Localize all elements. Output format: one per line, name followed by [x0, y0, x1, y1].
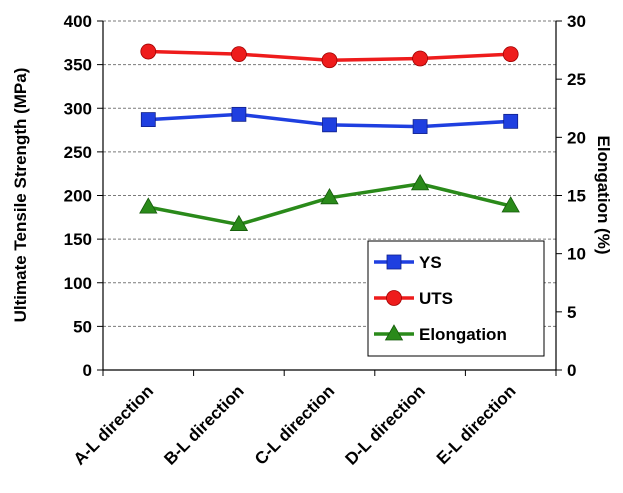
legend-label-uts: UTS — [419, 289, 453, 308]
legend-marker-elongation — [384, 324, 404, 341]
left-tick-label: 400 — [64, 12, 92, 31]
series-elongation — [139, 174, 520, 231]
x-tick-label: E-L direction — [433, 381, 520, 468]
y-axis-left-title: Ultimate Tensile Strength (MPa) — [11, 68, 30, 323]
data-point-ys — [231, 106, 247, 122]
left-tick-label: 100 — [64, 274, 92, 293]
x-tick-label: C-L direction — [251, 381, 338, 468]
data-point-ys — [322, 117, 337, 133]
x-tick-label: A-L direction — [70, 381, 157, 468]
data-point-elongation — [501, 196, 520, 213]
grid-lines — [103, 20, 556, 327]
right-tick-label: 20 — [567, 128, 586, 147]
data-point-elongation — [410, 174, 430, 191]
data-point-elongation — [139, 197, 158, 214]
legend-marker-ys — [386, 254, 402, 270]
right-tick-label: 5 — [567, 303, 576, 322]
left-tick-label: 150 — [64, 230, 92, 249]
data-point-elongation — [320, 188, 339, 205]
data-point-uts — [140, 43, 157, 60]
legend-label-elongation: Elongation — [419, 325, 507, 344]
right-tick-label: 15 — [567, 187, 586, 206]
right-tick-label: 30 — [567, 12, 586, 31]
x-tick-label: B-L direction — [160, 381, 247, 468]
data-point-ys — [412, 119, 428, 134]
series-ys — [140, 106, 519, 134]
left-tick-label: 0 — [83, 361, 92, 380]
legend-marker-uts — [386, 290, 402, 306]
left-tick-label: 200 — [64, 187, 92, 206]
series-layer — [139, 43, 520, 231]
series-uts — [140, 43, 519, 69]
data-point-uts — [502, 46, 519, 63]
left-axis-ticks: 0 50 100 150 200 250 300 350 400 — [64, 12, 103, 380]
data-point-ys — [140, 112, 156, 127]
x-axis-ticks: A-L direction B-L direction C-L direction D… — [70, 370, 557, 469]
left-tick-label: 350 — [64, 56, 92, 75]
legend: YS UTS Elongation — [367, 240, 545, 357]
data-point-ys — [503, 113, 519, 129]
left-tick-label: 50 — [73, 317, 92, 336]
right-axis-ticks: 0 5 10 15 20 25 30 — [556, 12, 586, 380]
data-point-uts — [412, 50, 429, 67]
y-axis-right-title: Elongation (%) — [594, 136, 613, 255]
left-tick-label: 300 — [64, 99, 92, 118]
data-point-uts — [230, 46, 247, 63]
data-point-uts — [321, 52, 338, 69]
left-tick-label: 250 — [64, 143, 92, 162]
right-tick-label: 25 — [567, 70, 586, 89]
data-point-elongation — [229, 214, 249, 231]
right-tick-label: 0 — [567, 361, 576, 380]
x-tick-label: D-L direction — [342, 381, 429, 468]
right-tick-label: 10 — [567, 245, 586, 264]
legend-label-ys: YS — [419, 253, 442, 272]
